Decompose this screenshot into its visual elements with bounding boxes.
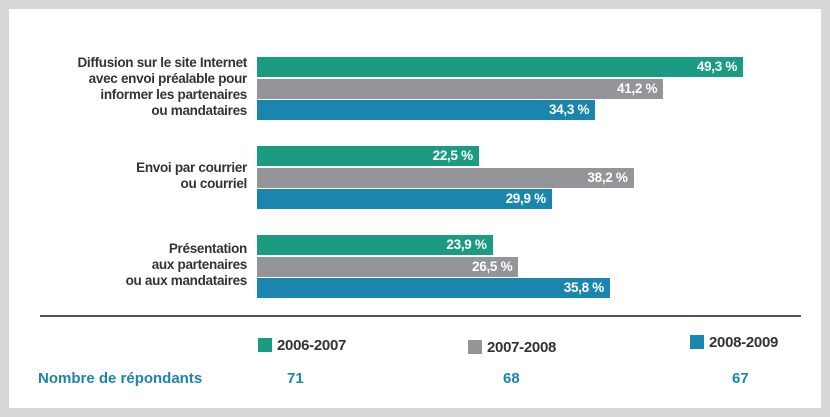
value-label: 34,3 %: [548, 102, 590, 117]
value-label: 49,3 %: [696, 59, 738, 74]
legend-swatch: [468, 340, 482, 354]
bar: [257, 278, 610, 298]
category-label: Diffusion sur le site Internet avec envo…: [77, 55, 247, 119]
respondents-count: 71: [287, 370, 304, 387]
respondents-label: Nombre de répondants: [38, 370, 203, 387]
bar: [257, 57, 744, 77]
bar: [257, 100, 596, 120]
value-label: 38,2 %: [587, 169, 628, 185]
bar: [257, 146, 479, 166]
bar: [257, 256, 519, 277]
value-label: 29,9 %: [505, 191, 547, 206]
value-label: 23,9 %: [446, 237, 487, 252]
bar: [257, 235, 493, 255]
respondents-count: 68: [503, 370, 520, 387]
bar: [257, 78, 664, 99]
value-label: 22,5 %: [432, 148, 474, 163]
legend-label: 2007-2008: [487, 339, 557, 356]
category-label: Présentation aux partenaires ou aux mand…: [125, 241, 248, 289]
category-label: Envoi par courrier ou courriel: [136, 160, 247, 192]
separator: [40, 315, 801, 317]
respondents-count: 67: [732, 370, 749, 387]
value-label: 41,2 %: [616, 80, 658, 96]
value-label: 26,5 %: [472, 258, 513, 274]
legend-swatch: [258, 338, 272, 352]
legend-label: 2006-2007: [277, 337, 347, 354]
panel: Nombre de répondants Diffusion sur le si…: [9, 9, 821, 408]
legend-label: 2008-2009: [709, 334, 779, 351]
value-label: 35,8 %: [563, 280, 605, 295]
bar: [257, 189, 552, 209]
bar: [257, 167, 634, 188]
legend-swatch: [690, 335, 704, 349]
